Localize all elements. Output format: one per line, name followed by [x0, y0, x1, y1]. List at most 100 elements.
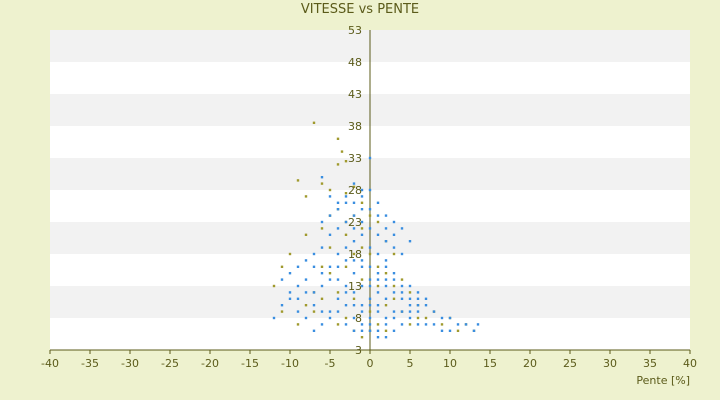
- data-point: [392, 329, 396, 332]
- y-tick-label: 13: [348, 280, 362, 293]
- data-point: [320, 227, 324, 230]
- x-tick-label: 0: [367, 357, 374, 370]
- tick-labels: -40 -35 -30 -25 -20 -15 -10 -5 0 5 10 15 20 25 30 35 40 3…: [41, 24, 697, 370]
- data-point: [272, 284, 276, 288]
- data-point: [352, 182, 356, 185]
- data-point: [424, 316, 428, 320]
- data-point: [392, 316, 396, 320]
- data-point: [416, 291, 420, 294]
- data-point: [416, 316, 420, 320]
- data-point: [360, 201, 364, 204]
- data-point: [376, 336, 380, 339]
- data-point: [320, 310, 324, 313]
- data-point: [328, 272, 332, 275]
- data-point: [296, 310, 300, 313]
- data-point: [376, 220, 380, 224]
- data-point: [280, 265, 284, 268]
- data-point: [360, 195, 364, 198]
- data-point: [476, 323, 480, 326]
- data-point: [360, 323, 364, 326]
- data-point: [368, 329, 372, 332]
- data-point: [392, 310, 396, 313]
- data-point: [288, 291, 292, 294]
- data-point: [368, 252, 372, 256]
- data-point: [280, 310, 284, 313]
- data-point: [368, 323, 372, 326]
- data-point: [304, 304, 308, 307]
- data-point: [368, 297, 372, 300]
- data-point: [320, 176, 324, 179]
- data-point: [360, 208, 364, 211]
- data-point: [296, 297, 300, 300]
- data-point: [352, 297, 356, 300]
- data-point: [344, 160, 348, 163]
- data-point: [320, 323, 324, 326]
- data-point: [360, 304, 364, 307]
- data-point: [368, 188, 372, 192]
- data-point: [416, 297, 420, 300]
- data-point: [408, 284, 412, 288]
- data-point: [352, 214, 356, 217]
- data-point: [384, 240, 388, 243]
- data-point: [352, 304, 356, 307]
- data-point: [328, 265, 332, 268]
- data-point: [384, 214, 388, 217]
- data-point: [304, 316, 308, 320]
- data-point: [320, 284, 324, 288]
- data-point: [416, 323, 420, 326]
- data-point: [336, 265, 340, 268]
- x-tick-label: 30: [603, 357, 617, 370]
- y-tick-label: 18: [348, 248, 362, 261]
- data-point: [336, 323, 340, 326]
- data-point: [400, 278, 404, 281]
- data-point: [320, 265, 324, 268]
- y-tick-label: 8: [355, 312, 362, 325]
- data-point: [352, 252, 356, 256]
- data-point: [360, 188, 364, 192]
- data-point: [304, 291, 308, 294]
- data-point: [360, 220, 364, 224]
- data-point: [360, 227, 364, 230]
- data-point: [384, 272, 388, 275]
- data-point: [344, 259, 348, 262]
- data-point: [472, 329, 476, 332]
- data-point: [448, 316, 452, 320]
- y-tick-label: 28: [348, 184, 362, 197]
- data-point: [352, 201, 356, 204]
- data-point: [368, 156, 372, 160]
- data-point: [416, 310, 420, 313]
- data-point: [336, 310, 340, 313]
- data-point: [328, 195, 332, 198]
- data-point: [344, 201, 348, 204]
- data-point: [392, 284, 396, 288]
- data-point: [456, 323, 460, 326]
- data-point: [368, 208, 372, 211]
- data-point: [360, 284, 364, 288]
- data-point: [432, 323, 436, 326]
- data-point: [368, 310, 372, 313]
- data-point: [392, 278, 396, 281]
- data-point: [344, 323, 348, 326]
- data-point: [344, 304, 348, 307]
- data-point: [352, 259, 356, 262]
- data-point: [340, 150, 344, 153]
- data-point: [328, 278, 332, 281]
- data-point: [272, 316, 276, 320]
- data-point: [376, 329, 380, 332]
- x-tick-label: -25: [161, 357, 179, 370]
- data-point: [312, 252, 316, 256]
- data-point: [392, 272, 396, 275]
- data-point: [400, 297, 404, 300]
- chart-title: VITESSE vs PENTE: [300, 2, 420, 17]
- y-tick-label: 3: [355, 344, 362, 357]
- data-point: [392, 220, 396, 224]
- data-point: [360, 259, 364, 262]
- x-tick-label: 15: [483, 357, 497, 370]
- data-point: [360, 278, 364, 281]
- data-point: [360, 329, 364, 332]
- data-point: [368, 246, 372, 249]
- data-point: [448, 329, 452, 332]
- data-point: [384, 304, 388, 307]
- x-tick-label: 20: [523, 357, 537, 370]
- data-point: [400, 323, 404, 326]
